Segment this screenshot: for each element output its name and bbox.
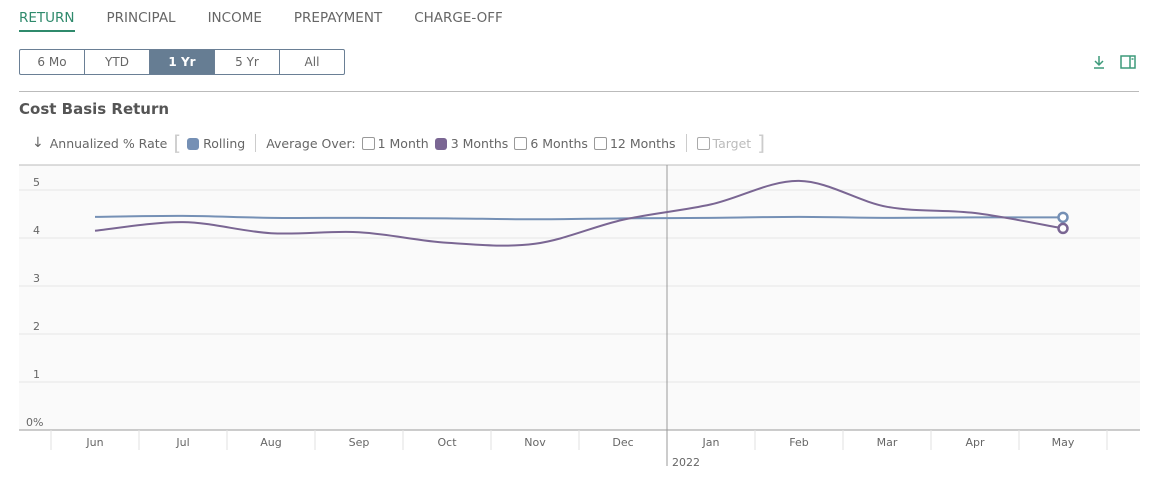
legend-label: Rolling [203, 135, 246, 151]
months3-swatch [434, 137, 447, 150]
series-3-months-line [94, 179, 1064, 247]
y-tick-label: 4 [33, 224, 40, 237]
y-tick-label: 1 [33, 368, 40, 381]
x-tick-label: Oct [437, 436, 457, 449]
chart-title: Cost Basis Return [19, 100, 170, 118]
x-tick-label: Jun [85, 436, 103, 449]
range-1yr[interactable]: 1 Yr [150, 50, 215, 74]
x-tick-label: Jul [175, 436, 189, 449]
plus-icon [361, 136, 375, 150]
sort-icon[interactable]: ↓ [32, 135, 44, 151]
legend-target[interactable]: Target [696, 135, 752, 151]
x-tick-label: Feb [789, 436, 808, 449]
series-rolling-end-marker [1057, 211, 1069, 224]
separator [255, 134, 257, 152]
chart-legend: ↓ Annualized % Rate [ Rolling Average Ov… [32, 131, 766, 155]
legend-3-months[interactable]: 3 Months [434, 135, 509, 151]
y-tick-label: 2 [33, 320, 40, 333]
year-label: 2022 [672, 456, 700, 469]
legend-1-month[interactable]: 1 Month [361, 135, 429, 151]
toolbar [1092, 54, 1136, 73]
download-icon[interactable] [1092, 54, 1106, 73]
x-tick-label: May [1052, 436, 1075, 449]
x-tick-label: Apr [965, 436, 985, 449]
divider [19, 91, 1139, 92]
tab-charge-off[interactable]: CHARGE-OFF [414, 10, 503, 26]
rolling-swatch [187, 137, 200, 150]
x-tick-label: Jan [702, 436, 720, 449]
legend-rolling[interactable]: Rolling [187, 136, 245, 151]
legend-label: 6 Months [530, 135, 588, 151]
plus-icon [514, 136, 528, 150]
axis-label: Annualized % Rate [49, 135, 168, 151]
legend-label: 3 Months [450, 135, 509, 151]
bracket-close: ] [757, 131, 766, 155]
plot-area [19, 165, 1140, 430]
bracket-open: [ [173, 131, 182, 155]
series-rolling-line [94, 214, 1064, 221]
tab-income[interactable]: INCOME [207, 10, 262, 26]
range-ytd[interactable]: YTD [85, 50, 150, 74]
checkbox-icon [696, 136, 710, 150]
x-tick-label: Aug [260, 436, 281, 449]
separator [685, 134, 687, 152]
x-tick-label: Mar [877, 436, 898, 449]
x-tick-label: Nov [524, 436, 546, 449]
tab-principal[interactable]: PRINCIPAL [106, 10, 176, 26]
legend-6-months[interactable]: 6 Months [514, 136, 588, 151]
y-tick-label: 0% [26, 416, 43, 429]
x-tick-label: Sep [349, 436, 370, 449]
legend-label: 1 Month [377, 135, 429, 151]
tab-bar: RETURN PRINCIPAL INCOME PREPAYMENT CHARGE-OF… [19, 10, 503, 32]
range-6mo[interactable]: 6 Mo [20, 50, 85, 74]
range-5yr[interactable]: 5 Yr [215, 50, 280, 74]
tab-prepayment[interactable]: PREPAYMENT [293, 10, 383, 26]
x-tick-label: Dec [612, 436, 633, 449]
legend-label: 12 Months [609, 135, 676, 151]
legend-label: Target [712, 135, 752, 151]
range-all[interactable]: All [304, 55, 320, 69]
side-panel-icon[interactable] [1120, 54, 1136, 73]
tab-return[interactable]: RETURN [19, 10, 75, 32]
legend-12-months[interactable]: 12 Months [593, 135, 676, 151]
plus-icon [593, 136, 607, 150]
y-tick-label: 3 [33, 272, 40, 285]
y-tick-label: 5 [33, 176, 40, 189]
range-selector: 6 Mo YTD 1 Yr 5 Yr All [19, 49, 345, 75]
series-3-months-end-marker [1057, 222, 1069, 235]
average-over-label: Average Over: [266, 135, 356, 151]
